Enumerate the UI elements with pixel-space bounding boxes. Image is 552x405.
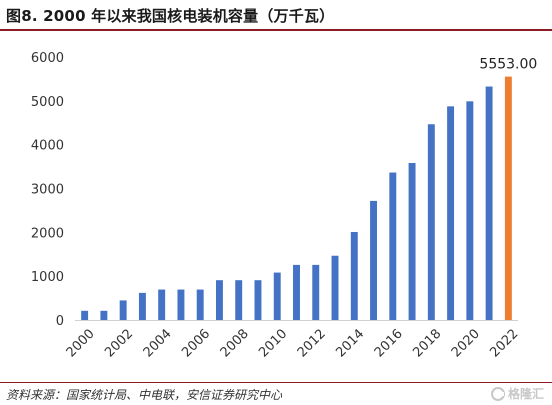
bar bbox=[138, 292, 146, 320]
page-title: 图8. 2000 年以来我国核电装机容量（万千瓦） bbox=[6, 7, 335, 25]
source-note: 资料来源：国家统计局、中电联，安信证券研究中心 bbox=[6, 388, 283, 402]
bar bbox=[427, 124, 435, 321]
bar bbox=[119, 300, 127, 320]
annotations: 5553.00 bbox=[479, 57, 537, 73]
bar bbox=[504, 76, 512, 320]
watermark: 格隆汇 bbox=[490, 385, 544, 402]
x-tick-label: 2008 bbox=[218, 326, 252, 360]
bar bbox=[177, 289, 185, 320]
data-label: 5553.00 bbox=[479, 57, 537, 73]
y-tick-label: 2000 bbox=[31, 226, 64, 241]
x-tick-label: 2002 bbox=[102, 326, 136, 360]
x-tick-label: 2014 bbox=[333, 326, 367, 360]
bar bbox=[447, 106, 455, 320]
bar bbox=[485, 86, 493, 320]
bar bbox=[408, 162, 416, 320]
y-tick-label: 4000 bbox=[31, 139, 64, 154]
x-tick-label: 2000 bbox=[64, 326, 98, 360]
x-axis: 2000 2002 2004 2006 2008 2010 2012 2014 2016 2018… bbox=[64, 320, 521, 360]
bar bbox=[312, 264, 320, 320]
bar bbox=[254, 280, 262, 320]
bar bbox=[370, 200, 378, 320]
bar bbox=[196, 289, 204, 320]
y-tick-label: 5000 bbox=[31, 95, 64, 110]
y-tick-label: 3000 bbox=[31, 183, 64, 198]
title-divider bbox=[0, 29, 552, 31]
footer-divider bbox=[0, 382, 552, 383]
bar bbox=[389, 172, 397, 320]
bar bbox=[158, 289, 166, 320]
bar bbox=[466, 101, 474, 320]
y-tick-label: 1000 bbox=[31, 270, 64, 285]
x-tick-label: 2022 bbox=[487, 326, 521, 360]
bar bbox=[293, 264, 300, 320]
bar bbox=[81, 310, 89, 320]
x-tick-label: 2020 bbox=[449, 326, 483, 360]
bar bbox=[235, 280, 243, 320]
y-tick-label: 6000 bbox=[31, 51, 64, 66]
y-tick-label: 0 bbox=[56, 314, 64, 329]
watermark-logo-icon bbox=[490, 386, 505, 401]
bar bbox=[331, 255, 339, 320]
x-tick-label: 2004 bbox=[141, 326, 175, 360]
x-tick-label: 2018 bbox=[410, 326, 444, 360]
bar bbox=[350, 231, 358, 320]
x-tick-label: 2010 bbox=[256, 326, 290, 360]
watermark-text: 格隆汇 bbox=[507, 387, 544, 401]
y-axis: 0 1000 2000 3000 4000 5000 6000 bbox=[31, 51, 64, 329]
x-tick-label: 2016 bbox=[372, 326, 406, 360]
bar bbox=[273, 272, 281, 320]
bar bbox=[100, 310, 108, 320]
x-tick-label: 2012 bbox=[295, 326, 329, 360]
bars bbox=[81, 76, 512, 321]
bar bbox=[215, 280, 223, 320]
x-tick-label: 2006 bbox=[179, 326, 213, 360]
